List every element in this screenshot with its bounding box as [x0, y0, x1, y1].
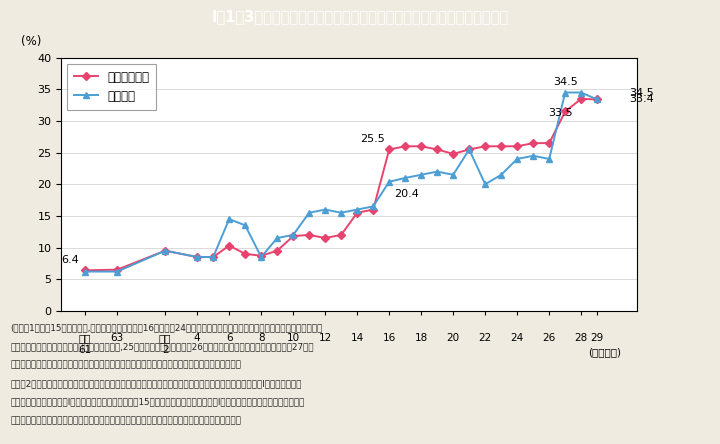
Text: 33.5: 33.5 [549, 108, 573, 119]
Text: 2．「総合職等」とは国家公務員採用総合職試験（院卒者試験，大卒程度試験）及び国家公務員採用I種試験並びに防: 2．「総合職等」とは国家公務員採用総合職試験（院卒者試験，大卒程度試験）及び国家… [11, 379, 302, 388]
Text: 34.5: 34.5 [553, 77, 577, 87]
Text: 34.5: 34.5 [629, 87, 654, 98]
Text: 25.5: 25.5 [360, 135, 384, 144]
Text: 以降は内閣官房内閣人事局「女性国家公務員の採用状況のフォローアップ」より作成。: 以降は内閣官房内閣人事局「女性国家公務員の採用状況のフォローアップ」より作成。 [11, 361, 242, 369]
Text: 平成
2: 平成 2 [159, 333, 171, 355]
Text: 26: 26 [543, 333, 556, 343]
Text: 24: 24 [510, 333, 524, 343]
Text: (採用年度): (採用年度) [588, 348, 621, 357]
Text: 立行政法人に採用された者を含む。）のうち，防衛省又は国会に採用された者を除く。: 立行政法人に採用された者を含む。）のうち，防衛省又は国会に採用された者を除く。 [11, 416, 242, 425]
Text: 昭和
61: 昭和 61 [78, 333, 92, 355]
Text: I－1－3図　国家公務員採用試験からの採用者に占める女性の割合の推移: I－1－3図 国家公務員採用試験からの採用者に占める女性の割合の推移 [212, 9, 508, 24]
Text: 10: 10 [287, 333, 300, 343]
Text: 63: 63 [111, 333, 124, 343]
Text: 6.4: 6.4 [61, 255, 78, 265]
Text: 況等のフォローアップの実施結果」,25年度は総務省・人事院，26年度は内閣官房内閣人事局・人事院，27年度: 況等のフォローアップの実施結果」,25年度は総務省・人事院，26年度は内閣官房内… [11, 342, 315, 351]
Text: 8: 8 [258, 333, 264, 343]
Text: 33.4: 33.4 [629, 95, 654, 104]
Text: 20: 20 [446, 333, 460, 343]
Text: 29: 29 [590, 333, 604, 343]
Text: 20.4: 20.4 [394, 189, 419, 199]
Text: 16: 16 [382, 333, 396, 343]
Text: (備考）1．平成15年度以前は,人事院資料より作成。16年度から24年度は，総務省・人事院「女性国家公務員の採用・登用状: (備考）1．平成15年度以前は,人事院資料より作成。16年度から24年度は，総務… [11, 323, 323, 332]
Text: 4: 4 [194, 333, 200, 343]
Legend: 採用試験全体, 総合職等: 採用試験全体, 総合職等 [67, 63, 156, 110]
Text: 18: 18 [415, 333, 428, 343]
Text: 14: 14 [351, 333, 364, 343]
Text: (%): (%) [21, 35, 41, 48]
Text: 12: 12 [318, 333, 332, 343]
Text: 28: 28 [575, 333, 588, 343]
Text: 22: 22 [479, 333, 492, 343]
Text: 6: 6 [226, 333, 233, 343]
Text: 衛省職員採用I種試験をいう。ただし，平成15年度以前は，国家公務員採用I種試験に合格して採用された者（独: 衛省職員採用I種試験をいう。ただし，平成15年度以前は，国家公務員採用I種試験に… [11, 398, 305, 407]
